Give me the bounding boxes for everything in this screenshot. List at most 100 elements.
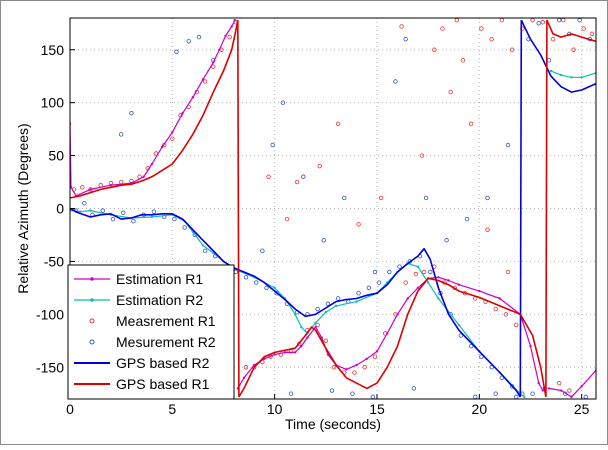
data-point [448,89,453,95]
legend: Estimation R1 Estimation R2 Measrement R1 M… [67,264,235,400]
data-point [393,79,398,84]
data-point [428,269,433,275]
data-point [498,297,502,300]
data-point [567,388,572,393]
data-point [372,269,378,275]
data-point [118,132,124,137]
data-point [284,216,290,222]
data-point [523,395,526,399]
data-point [396,313,399,316]
x-tick-label: 25 [574,401,590,417]
series-line [70,19,236,197]
legend-swatch-dot [90,277,94,281]
data-point [457,283,461,286]
data-point [386,332,389,335]
legend-entry: Estimation R1 [74,271,203,287]
data-point [150,215,154,219]
legend-label: GPS based R1 [116,376,210,392]
data-point [331,365,337,370]
data-point [513,322,519,328]
legend-swatch [89,318,95,324]
data-point [224,34,227,38]
data-point [160,145,164,149]
data-point [589,31,595,37]
data-point [571,47,576,52]
data-point [529,344,532,348]
x-tick-label: 5 [168,401,176,417]
data-point [294,179,300,185]
data-point [406,297,409,300]
data-point [320,336,323,339]
data-point [202,79,208,84]
data-point [355,300,358,303]
data-point [80,185,85,190]
series-line [238,277,547,398]
data-point [293,313,297,316]
data-point [426,281,430,284]
data-point [352,370,357,375]
data-point [440,26,445,31]
data-point [274,290,279,296]
data-point [201,78,205,81]
data-point [421,269,427,275]
data-point [457,323,461,327]
series-line [70,207,521,398]
data-point [397,264,402,269]
data-point [314,321,317,324]
data-point [362,365,367,370]
series-line [237,20,240,397]
data-point [79,210,82,213]
series-gps-based-r2 [70,19,596,398]
data-point [549,69,553,73]
data-point [293,351,297,354]
tick-labels: 0 5 10 15 20 25 150 100 50 0 -50 -100 -150 [36,42,590,417]
data-point [503,312,509,317]
data-point [468,343,474,349]
legend-swatch-dot [90,298,94,302]
legend-entry: GPS based R1 [74,376,210,392]
data-point [403,280,408,285]
y-tick-label: 0 [56,201,64,217]
data-point [334,304,338,308]
data-point [411,386,417,391]
legend-swatch [89,339,95,345]
data-point [580,76,583,79]
data-point [365,357,368,360]
series-line [520,19,596,93]
x-tick-label: 15 [369,401,385,417]
data-point [413,271,419,277]
data-point [536,21,541,26]
data-point [530,391,535,396]
data-point [416,265,420,268]
data-point [540,20,545,25]
legend-entry: Mesurement R2 [89,334,216,350]
x-tick-label: 20 [472,401,488,417]
data-point [89,209,92,212]
data-point [505,269,511,275]
data-point [478,289,481,293]
data-point [254,280,259,285]
data-point [110,216,116,222]
data-point [329,388,335,393]
data-point [227,34,232,40]
data-point [196,34,202,40]
data-point [489,36,494,42]
data-point [493,306,498,312]
data-point [266,174,271,179]
data-point [186,39,191,44]
data-point [170,136,175,141]
data-point [314,325,317,329]
data-point [547,387,551,390]
data-point [283,351,287,354]
data-point [556,380,562,386]
legend-box [67,264,235,400]
data-point [423,195,429,201]
series-line [70,19,239,199]
data-point [489,365,494,370]
data-point [335,121,341,127]
plot-area [70,18,596,399]
data-point [273,286,276,290]
data-point [243,365,249,370]
